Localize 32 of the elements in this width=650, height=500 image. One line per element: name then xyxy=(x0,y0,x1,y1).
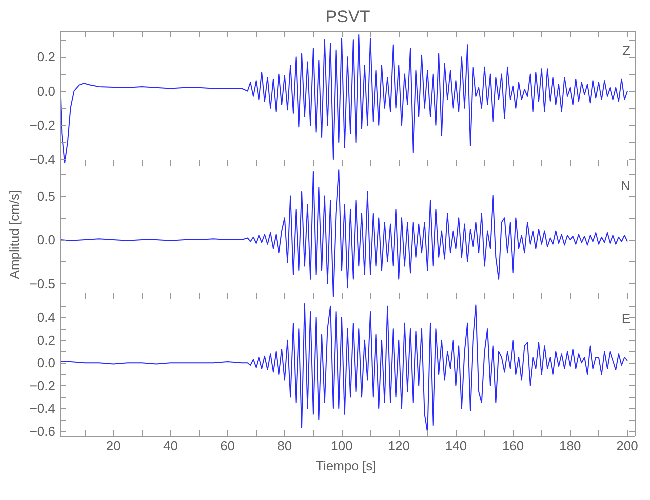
y-tick-label: −0.6 xyxy=(30,424,56,439)
x-tick-label: 60 xyxy=(220,438,236,454)
x-tick-label: 100 xyxy=(331,438,353,454)
x-tick-label: 40 xyxy=(163,438,178,454)
y-axis-title: Amplitud [cm/s] xyxy=(6,190,22,280)
line-series xyxy=(60,304,628,434)
text: E xyxy=(622,312,631,326)
x-tick-label: 20 xyxy=(106,438,121,454)
x-tick-label: 200 xyxy=(616,438,638,454)
y-tick-label: −0.2 xyxy=(30,378,56,394)
x-tick-label: 140 xyxy=(445,438,468,454)
x-tick-label: 80 xyxy=(278,438,292,454)
y-tick-label: 0.5 xyxy=(37,188,56,204)
y-tick-label: −0.4 xyxy=(30,152,56,168)
line-series xyxy=(60,34,628,164)
series-label: Z xyxy=(622,44,631,58)
text: N xyxy=(621,178,630,194)
x-tick-label: 180 xyxy=(560,438,582,454)
y-tick-label: −0.5 xyxy=(30,276,56,292)
y-tick-label: 0.0 xyxy=(37,356,56,371)
x-tick-label: 120 xyxy=(388,438,410,454)
chart-title: PSVT xyxy=(326,8,370,26)
line-series xyxy=(60,170,628,298)
y-tick-label: −0.4 xyxy=(30,401,56,416)
x-tick-label: 160 xyxy=(502,438,524,454)
y-tick-label: 0.0 xyxy=(37,84,56,99)
y-tick-label: 0.2 xyxy=(37,50,56,65)
y-tick-label: −0.2 xyxy=(30,118,56,133)
y-tick-label: 0.0 xyxy=(37,232,56,248)
y-tick-label: 0.4 xyxy=(37,310,56,326)
y-tick-label: 0.2 xyxy=(37,332,56,348)
x-axis-title: Tiempo [s] xyxy=(316,458,376,474)
